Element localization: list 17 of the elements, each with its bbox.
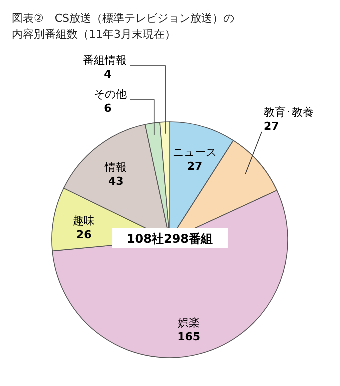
data-label: 27 — [264, 120, 280, 133]
data-label: 43 — [108, 175, 124, 188]
slice-label: ニュース — [173, 146, 217, 160]
slice-label: 教育･教養 — [264, 106, 314, 119]
slice-label: 番組情報 — [83, 54, 127, 67]
slice-label: 娯楽 — [178, 316, 200, 330]
text: 108社298番組 — [126, 232, 214, 246]
chart-subtitle: 内容別番組数（11年3月末現在） — [12, 28, 176, 41]
slice-label: その他 — [94, 88, 127, 101]
data-label: 6 — [104, 102, 112, 115]
slice-label: 趣味 — [73, 214, 96, 228]
data-label: 26 — [76, 228, 92, 242]
slice-label: 情報 — [104, 161, 128, 174]
chart-title: 図表② CS放送（標準テレビジョン放送）の — [12, 12, 235, 25]
data-label: 165 — [178, 330, 201, 344]
data-label: 4 — [104, 68, 112, 81]
data-label: 27 — [187, 160, 203, 174]
